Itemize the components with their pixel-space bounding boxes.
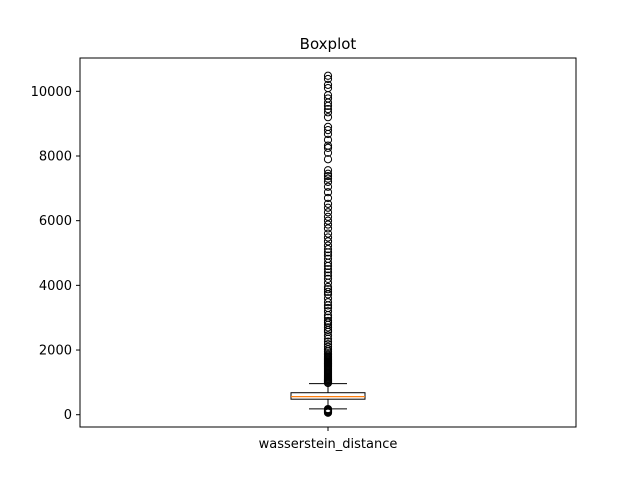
outlier-point	[323, 251, 333, 260]
outlier-point	[323, 268, 333, 277]
y-tick-label: 10000	[31, 85, 72, 100]
outlier-point	[323, 155, 333, 164]
outlier-point	[323, 126, 333, 135]
outlier-points	[323, 71, 333, 417]
y-axis: 0 2000 4000 6000 8000 10000	[31, 85, 80, 423]
outlier-point	[323, 220, 333, 229]
x-axis: wasserstein_distance	[259, 427, 398, 452]
outlier-point	[323, 113, 333, 122]
y-tick-label: 6000	[39, 214, 72, 229]
iqr-box	[290, 392, 366, 400]
outlier-point	[323, 193, 333, 203]
outlier-point	[323, 94, 333, 103]
outlier-point	[323, 298, 333, 307]
outlier-point	[323, 285, 333, 294]
outlier-point	[323, 337, 333, 346]
outlier-point	[323, 229, 333, 238]
outlier-point	[323, 71, 333, 80]
y-tick-label: 2000	[39, 344, 72, 359]
outlier-point	[323, 274, 333, 283]
outlier-point	[323, 177, 333, 186]
outlier-point	[323, 254, 333, 263]
x-tick-label: wasserstein_distance	[259, 437, 398, 452]
outlier-point	[323, 169, 333, 178]
outlier-point	[323, 182, 333, 191]
outlier-point	[323, 122, 333, 131]
y-tick-label: 4000	[39, 279, 72, 294]
outlier-point	[323, 313, 333, 322]
outlier-point	[323, 212, 333, 221]
outlier-point	[323, 237, 333, 246]
outlier-point	[323, 282, 333, 292]
outlier-point	[323, 83, 333, 93]
outlier-point	[323, 307, 333, 316]
outlier-point	[323, 294, 333, 303]
outlier-point	[323, 188, 333, 197]
outlier-point	[323, 340, 333, 349]
outlier-point	[323, 74, 333, 84]
outlier-point	[323, 174, 333, 183]
outlier-point	[323, 199, 333, 208]
chart-title: Boxplot	[300, 35, 357, 53]
outlier-point	[323, 345, 333, 354]
outlier-point	[323, 241, 333, 250]
box-element	[290, 383, 366, 410]
outlier-point	[323, 342, 333, 351]
outlier-point	[323, 316, 333, 326]
y-tick-label: 0	[64, 408, 72, 423]
outlier-point	[323, 216, 333, 225]
outlier-point	[323, 171, 333, 181]
outlier-point	[323, 245, 333, 254]
outlier-point	[323, 108, 333, 117]
outlier-point	[323, 224, 333, 233]
outlier-point	[323, 203, 333, 212]
outlier-point	[323, 265, 333, 274]
outlier-point	[323, 233, 333, 242]
y-tick-label: 8000	[39, 149, 72, 164]
outlier-point	[323, 135, 333, 144]
outlier-point	[323, 331, 333, 340]
outlier-point	[323, 271, 333, 280]
outlier-point	[323, 303, 333, 313]
outlier-point	[323, 104, 333, 114]
outlier-point	[323, 323, 333, 332]
outlier-point	[323, 287, 333, 296]
outlier-point	[323, 208, 333, 217]
outlier-point	[323, 141, 333, 150]
outlier-point	[323, 166, 333, 175]
outlier-point	[323, 143, 333, 153]
plot-frame	[79, 57, 577, 428]
outlier-point	[323, 80, 333, 89]
